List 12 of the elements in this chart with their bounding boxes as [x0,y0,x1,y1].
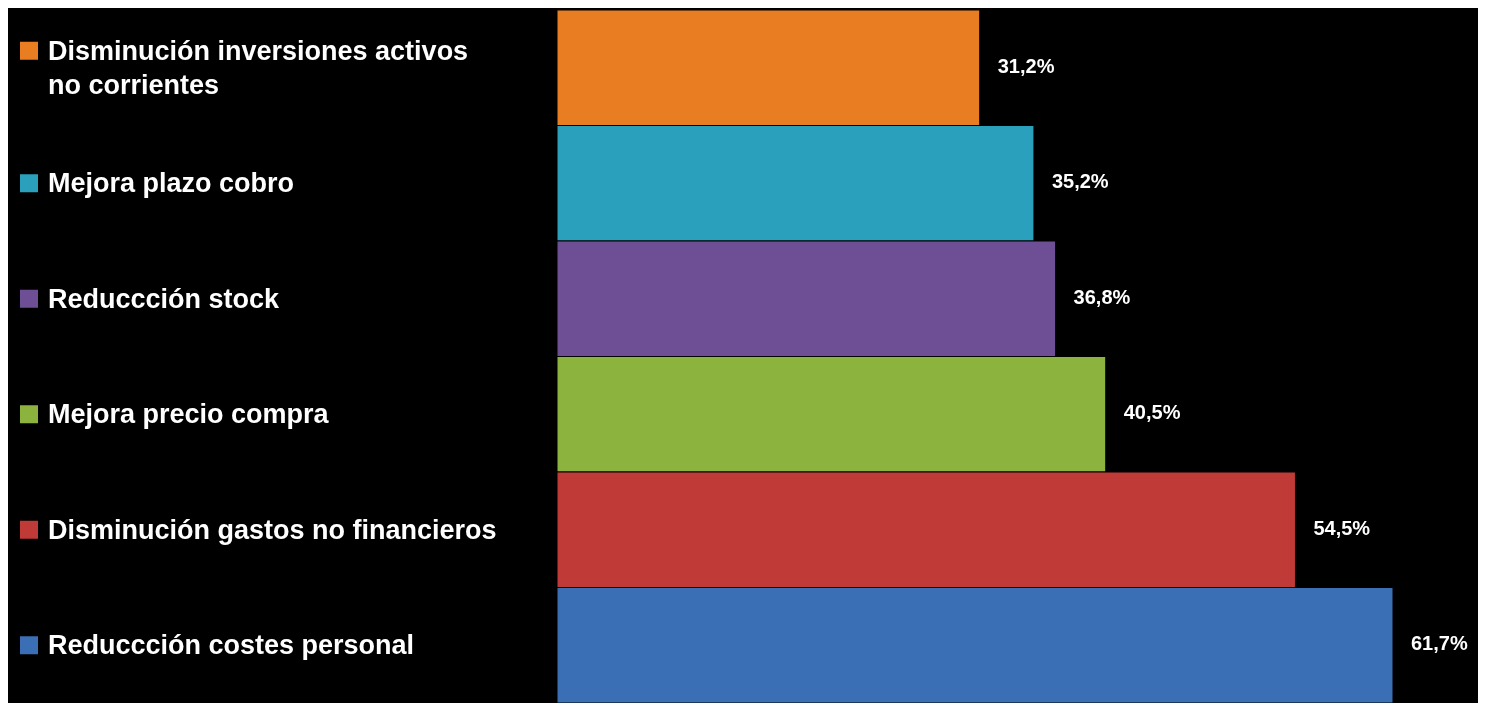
data-label: 31,2% [997,54,1055,77]
data-label: 61,7% [1411,632,1468,655]
y-tick-label: Reduccción costes personal [48,630,415,661]
y-tick-label: Reduccción stock [48,283,281,314]
data-label: 40,5% [1123,401,1181,424]
data-label: 35,2% [1051,170,1109,193]
data-label: 36,8% [1073,285,1131,308]
data-label: 54,5% [1313,516,1371,539]
y-tick-label: Mejora precio compra [48,399,330,430]
y-tick-label: Disminución inversiones activos no corrientes [48,35,469,100]
y-tick-label: Mejora plazo cobro [48,168,295,199]
y-tick-label: Disminución gastos no financieros [48,514,497,545]
